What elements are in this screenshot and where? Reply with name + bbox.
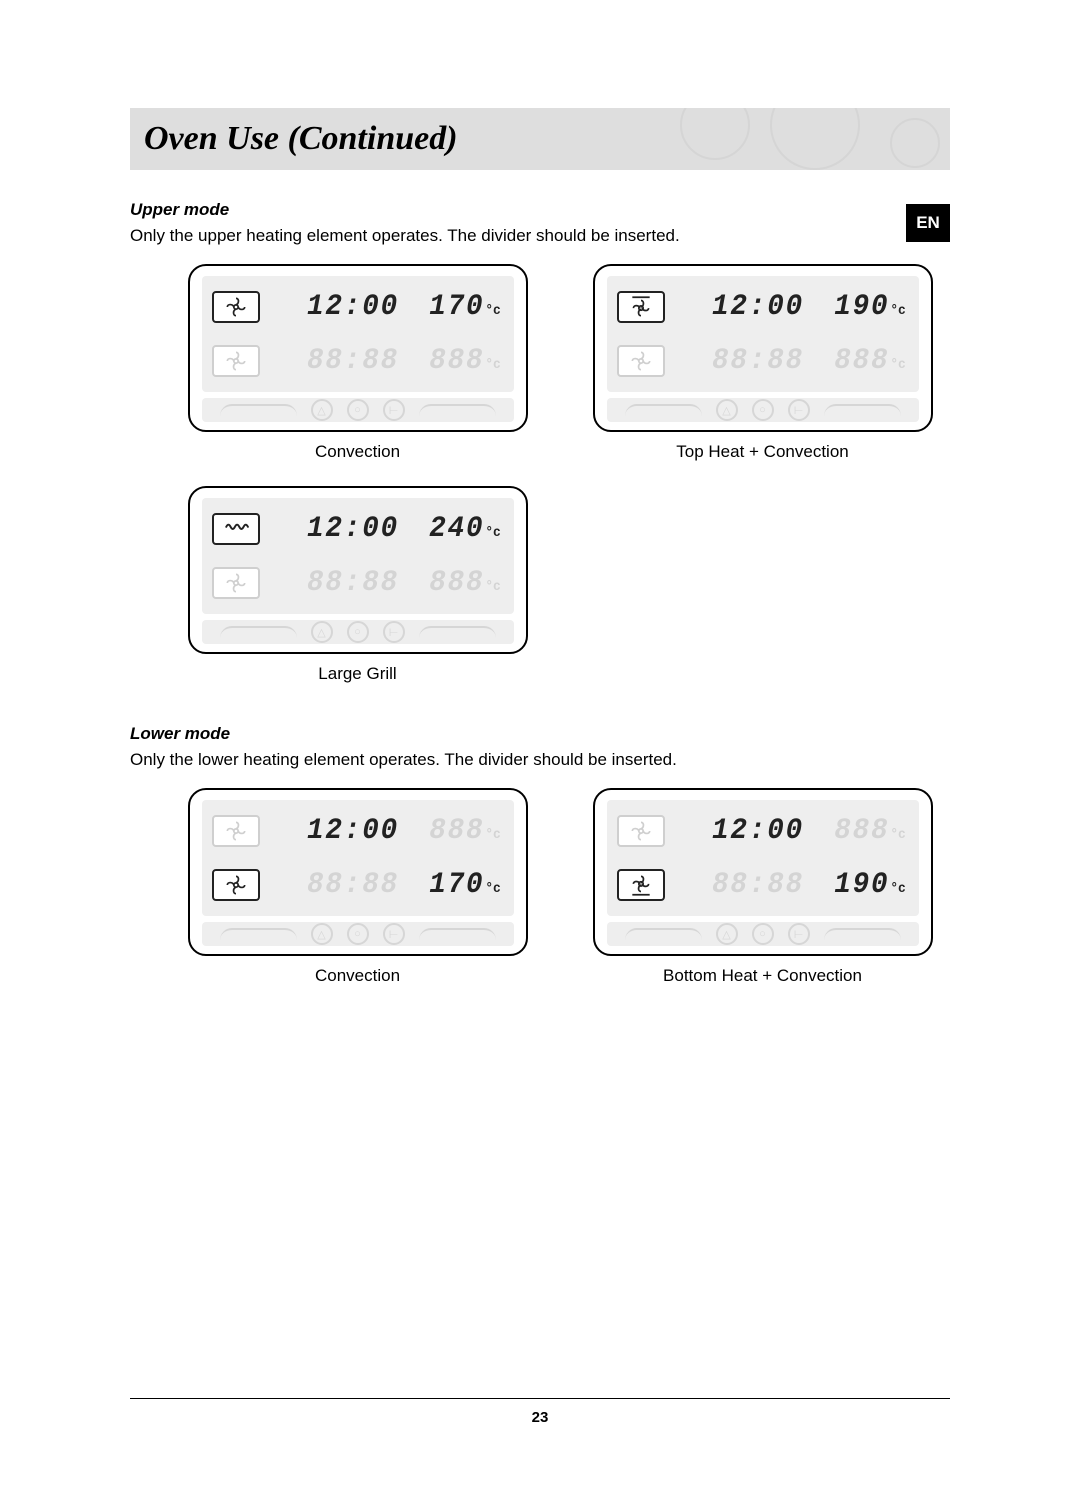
knob-ghost [220,404,297,416]
display-area: 12:00 190°c 88:88 888°c [607,276,919,392]
time-display: 12:00 [287,512,418,546]
knob-ghost [220,928,297,940]
fan-bottom-icon [617,869,665,901]
button-ghost: ⊢ [383,923,405,945]
knob-ghost [419,928,496,940]
section-desc: Only the lower heating element operates.… [130,750,950,770]
oven-display: 12:00 240°c 88:88 888°c △ ○ ⊢ [188,486,528,654]
temp-ghost: 888°c [832,344,906,378]
section-upper-mode: Upper mode Only the upper heating elemen… [130,200,950,684]
time-display: 12:00 [692,290,823,324]
knob-ghost [625,928,702,940]
temp-display: 240°c [427,512,501,546]
panel-grid-upper: 12:00 170°c 88:88 888°c △ ○ ⊢ [170,264,950,684]
fan-icon-ghost [212,815,260,847]
display-area: 12:00 888°c 88:88 190°c [607,800,919,916]
button-row: △ ○ ⊢ [607,398,919,422]
button-ghost: ⊢ [788,923,810,945]
button-ghost: △ [311,923,333,945]
time-ghost: 88:88 [692,868,823,902]
fan-icon-ghost [617,815,665,847]
temp-display: 170°c [427,868,501,902]
time-ghost: 88:88 [692,344,823,378]
empty-cell [575,486,950,684]
display-area: 12:00 170°c 88:88 888°c [202,276,514,392]
temp-ghost: 888°c [427,566,501,600]
time-ghost: 88:88 [287,566,418,600]
knob-ghost [824,928,901,940]
panel-grid-lower: 12:00 888°c 88:88 170°c △ ○ ⊢ [170,788,950,986]
panel-bottom-heat-convection: 12:00 888°c 88:88 190°c △ ○ ⊢ [575,788,950,986]
oven-display: 12:00 190°c 88:88 888°c △ ○ ⊢ [593,264,933,432]
knob-ghost [419,626,496,638]
panel-caption: Bottom Heat + Convection [663,966,862,986]
page-footer: 23 [130,1398,950,1426]
panel-top-heat-convection: 12:00 190°c 88:88 888°c △ ○ ⊢ [575,264,950,462]
fan-top-icon [617,291,665,323]
button-row: △ ○ ⊢ [607,922,919,946]
header-band: Oven Use (Continued) [130,108,950,170]
section-heading: Lower mode [130,724,950,744]
header-title: Oven Use (Continued) [144,120,458,158]
time-display: 12:00 [287,814,418,848]
button-ghost: △ [716,399,738,421]
oven-display: 12:00 170°c 88:88 888°c △ ○ ⊢ [188,264,528,432]
display-area: 12:00 240°c 88:88 888°c [202,498,514,614]
time-display: 12:00 [692,814,823,848]
language-tag: EN [906,204,950,242]
button-ghost: ⊢ [383,399,405,421]
time-display: 12:00 [287,290,418,324]
button-ghost: ⊢ [383,621,405,643]
grill-icon [212,513,260,545]
panel-caption: Large Grill [318,664,396,684]
panel-caption: Convection [315,966,400,986]
temp-ghost: 888°c [427,344,501,378]
section-desc: Only the upper heating element operates.… [130,226,950,246]
page-number: 23 [532,1409,549,1426]
temp-ghost: 888°c [832,814,906,848]
button-ghost: ○ [347,923,369,945]
fan-icon-ghost [617,345,665,377]
knob-ghost [419,404,496,416]
fan-icon [212,291,260,323]
button-row: △ ○ ⊢ [202,620,514,644]
button-ghost: ○ [347,399,369,421]
button-ghost: △ [311,621,333,643]
knob-ghost [625,404,702,416]
button-ghost: ⊢ [788,399,810,421]
oven-display: 12:00 888°c 88:88 190°c △ ○ ⊢ [593,788,933,956]
knob-ghost [824,404,901,416]
panel-large-grill: 12:00 240°c 88:88 888°c △ ○ ⊢ [170,486,545,684]
decoration-circle [680,108,750,160]
temp-display: 170°c [427,290,501,324]
button-ghost: ○ [347,621,369,643]
panel-convection: 12:00 170°c 88:88 888°c △ ○ ⊢ [170,264,545,462]
fan-icon-ghost [212,345,260,377]
temp-display: 190°c [832,290,906,324]
button-ghost: ○ [752,399,774,421]
button-ghost: ○ [752,923,774,945]
section-heading: Upper mode [130,200,950,220]
time-ghost: 88:88 [287,868,418,902]
button-ghost: △ [311,399,333,421]
section-lower-mode: Lower mode Only the lower heating elemen… [130,724,950,986]
temp-display: 190°c [832,868,906,902]
button-ghost: △ [716,923,738,945]
time-ghost: 88:88 [287,344,418,378]
fan-icon-ghost [212,567,260,599]
panel-caption: Top Heat + Convection [676,442,848,462]
decoration-circle [770,108,860,170]
decoration-circle [890,118,940,168]
panel-caption: Convection [315,442,400,462]
button-row: △ ○ ⊢ [202,398,514,422]
page: Oven Use (Continued) EN Upper mode Only … [0,0,1080,1486]
fan-icon [212,869,260,901]
display-area: 12:00 888°c 88:88 170°c [202,800,514,916]
knob-ghost [220,626,297,638]
oven-display: 12:00 888°c 88:88 170°c △ ○ ⊢ [188,788,528,956]
temp-ghost: 888°c [427,814,501,848]
button-row: △ ○ ⊢ [202,922,514,946]
panel-lower-convection: 12:00 888°c 88:88 170°c △ ○ ⊢ [170,788,545,986]
